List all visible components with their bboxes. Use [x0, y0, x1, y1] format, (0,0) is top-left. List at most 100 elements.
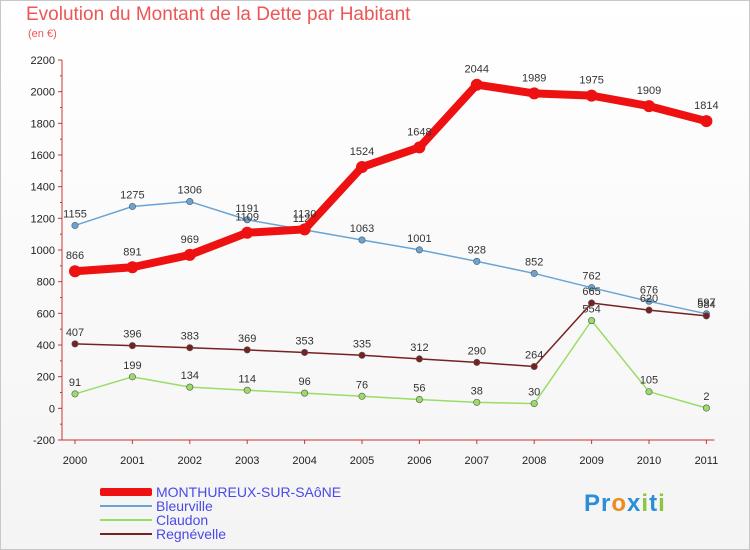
data-label: 91 [69, 377, 81, 389]
data-label: 969 [181, 234, 199, 246]
data-label: 76 [356, 379, 368, 391]
proxiti-logo: Proxiti [584, 490, 666, 518]
data-label: 676 [640, 284, 658, 296]
series-line-3 [74, 302, 708, 368]
data-label: 56 [413, 382, 425, 394]
data-point [183, 248, 196, 261]
data-label: 1306 [178, 185, 202, 197]
x-tick-label: 2011 [695, 455, 719, 467]
data-label: 584 [697, 299, 715, 311]
chart-title: Evolution du Montant de la Dette par Hab… [26, 4, 411, 25]
legend-label: Claudon [156, 512, 209, 528]
data-point [702, 404, 710, 412]
x-tick-label: 2009 [579, 455, 603, 467]
data-point [645, 297, 653, 305]
logo-letter: r [601, 490, 612, 517]
data-label: 1975 [579, 75, 603, 87]
data-point [473, 358, 481, 366]
data-label: 114 [238, 373, 256, 385]
data-point [298, 223, 311, 236]
legend-label: MONTHUREUX-SUR-SAôNE [156, 484, 342, 500]
data-label: 2 [703, 391, 709, 403]
y-tick-label: 0 [49, 403, 55, 415]
series-line-2 [74, 319, 708, 409]
y-tick-label: 400 [37, 340, 55, 352]
logo-letter: o [611, 490, 628, 517]
data-label: 353 [295, 335, 313, 347]
data-point [128, 373, 136, 381]
data-point [415, 395, 423, 403]
data-point [528, 87, 541, 100]
y-tick-label: 600 [37, 308, 55, 320]
data-label: 620 [640, 293, 658, 305]
data-label: 396 [123, 329, 141, 341]
data-point [243, 216, 251, 224]
logo-letter: t [649, 490, 659, 517]
data-label: 38 [471, 385, 483, 397]
x-tick-label: 2008 [522, 455, 546, 467]
data-point [473, 398, 481, 406]
data-label: 554 [582, 304, 600, 316]
y-tick-label: -200 [33, 435, 55, 447]
data-label: 369 [238, 333, 256, 345]
y-tick-label: 1800 [31, 118, 55, 130]
data-point [473, 257, 481, 265]
data-point [186, 383, 194, 391]
y-tick-label: 1600 [31, 150, 55, 162]
series-line-0 [71, 80, 711, 276]
x-tick-label: 2001 [120, 455, 144, 467]
legend: MONTHUREUX-SUR-SAôNE Bleurville Claudon … [100, 485, 341, 541]
data-label: 1648 [407, 126, 431, 138]
y-tick-label: 1200 [31, 213, 55, 225]
x-tick-label: 2004 [292, 455, 316, 467]
data-point [301, 389, 309, 397]
data-label: 1275 [120, 189, 144, 201]
data-label: 105 [640, 375, 658, 387]
legend-item-bleurville: Bleurville [100, 499, 341, 513]
data-point [588, 317, 596, 325]
data-point [241, 226, 254, 239]
data-point [126, 261, 139, 274]
data-point [415, 355, 423, 363]
data-point [645, 388, 653, 396]
x-tick-label: 2000 [63, 455, 87, 467]
data-point [71, 340, 79, 348]
logo-letter: i [658, 490, 666, 517]
data-point [643, 100, 655, 113]
data-point [358, 236, 366, 244]
data-label: 383 [181, 331, 199, 343]
data-point [588, 299, 596, 307]
data-label: 1109 [235, 212, 259, 224]
data-point [71, 390, 79, 398]
legend-swatch [100, 533, 152, 535]
x-tick-label: 2006 [407, 455, 431, 467]
data-point [186, 198, 194, 206]
y-tick-label: 800 [37, 277, 55, 289]
data-point [243, 346, 251, 354]
data-label: 30 [528, 387, 540, 399]
data-point [530, 400, 538, 408]
data-label: 1063 [350, 223, 374, 235]
y-tick-label: 2000 [31, 87, 55, 99]
legend-item-monthureux: MONTHUREUX-SUR-SAôNE [100, 485, 341, 499]
legend-item-claudon: Claudon [100, 513, 341, 527]
legend-swatch [100, 519, 152, 521]
data-point [301, 348, 309, 356]
data-point [413, 141, 426, 154]
logo-letter: x [627, 490, 642, 517]
data-point [530, 269, 538, 277]
data-point [530, 363, 538, 371]
data-label: 866 [66, 250, 84, 262]
series-line-1 [74, 200, 708, 315]
x-tick-label: 2002 [178, 455, 202, 467]
y-tick-label: 1400 [31, 182, 55, 194]
data-label: 891 [123, 246, 141, 258]
data-label: 199 [123, 360, 141, 372]
data-point [645, 306, 653, 314]
legend-swatch [100, 505, 152, 507]
data-label: 96 [298, 376, 310, 388]
legend-swatch [100, 488, 152, 496]
data-point [356, 161, 368, 174]
